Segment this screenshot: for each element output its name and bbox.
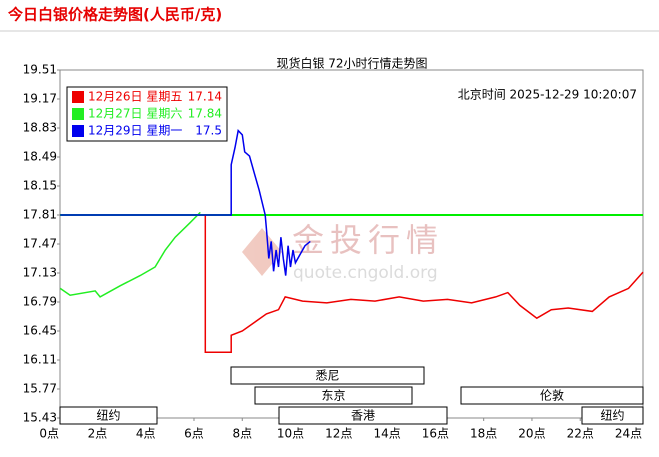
y-tick-label: 17.47 <box>23 237 57 251</box>
chart-title: 现货白银 72小时行情走势图 <box>276 56 427 71</box>
watermark: 金投行情 quote.cngold.org <box>242 221 444 283</box>
session-label: 纽约 <box>600 408 624 423</box>
watermark-icon <box>242 228 282 276</box>
x-tick-label: 20点 <box>518 427 545 441</box>
y-tick-label: 17.81 <box>23 208 57 222</box>
session-label: 伦敦 <box>540 388 564 403</box>
x-tick-label: 18点 <box>470 427 497 441</box>
series-line <box>59 211 201 298</box>
y-tick-label: 18.15 <box>23 179 57 193</box>
x-tick-label: 10点 <box>277 427 304 441</box>
session-box <box>460 386 644 405</box>
x-tick-label: 14点 <box>373 427 400 441</box>
session-box <box>59 406 158 425</box>
series-line <box>204 215 644 354</box>
y-tick-label: 17.13 <box>23 266 57 280</box>
y-tick-label: 19.51 <box>23 63 57 77</box>
series-line <box>60 129 311 276</box>
y-tick-label: 18.83 <box>23 121 57 135</box>
legend-value: 17.14 <box>188 90 222 104</box>
legend-label: 12月26日 星期五 <box>88 90 182 104</box>
y-tick-label: 16.79 <box>23 295 57 309</box>
legend-label: 12月27日 星期六 <box>88 107 182 121</box>
session-box <box>254 386 413 405</box>
x-tick-label: 12点 <box>325 427 352 441</box>
legend-box <box>66 86 228 142</box>
x-tick-label: 0点 <box>39 427 59 441</box>
x-tick-label: 16点 <box>422 427 449 441</box>
legend-swatch <box>72 108 84 120</box>
legend-value: 17.5 <box>195 124 222 138</box>
x-tick-label: 22点 <box>567 427 594 441</box>
session-box <box>230 366 425 385</box>
legend: 12月26日 星期五 17.14 12月27日 星期六 17.84 12月29日 星期一… <box>66 86 228 142</box>
y-tick-label: 16.45 <box>23 324 57 338</box>
legend-label: 12月29日 星期一 <box>88 124 182 138</box>
x-tick-label: 2点 <box>88 427 108 441</box>
y-tick-label: 18.49 <box>23 150 57 164</box>
session-label: 纽约 <box>96 408 120 423</box>
y-tick-label: 16.11 <box>23 353 57 367</box>
session-box <box>581 406 644 425</box>
page-title: 今日白银价格走势图(人民币/克) <box>7 6 222 24</box>
x-tick-label: 6点 <box>184 427 204 441</box>
watermark-url: quote.cngold.org <box>293 263 438 283</box>
session-box <box>278 406 448 425</box>
legend-value: 17.84 <box>188 107 222 121</box>
x-tick-label: 4点 <box>136 427 156 441</box>
y-tick-label: 15.77 <box>23 382 57 396</box>
session-label: 悉尼 <box>315 369 339 383</box>
watermark-brand: 金投行情 <box>292 221 444 259</box>
y-tick-label: 19.17 <box>23 92 57 106</box>
session-label: 香港 <box>351 409 375 423</box>
y-tick-label: 15.43 <box>23 411 57 425</box>
timestamp: 北京时间 2025-12-29 10:20:07 <box>458 88 637 102</box>
legend-swatch <box>72 125 84 137</box>
x-tick-label: 8点 <box>232 427 252 441</box>
x-tick-label: 24点 <box>615 427 642 441</box>
legend-swatch <box>72 91 84 103</box>
session-label: 东京 <box>321 389 345 403</box>
